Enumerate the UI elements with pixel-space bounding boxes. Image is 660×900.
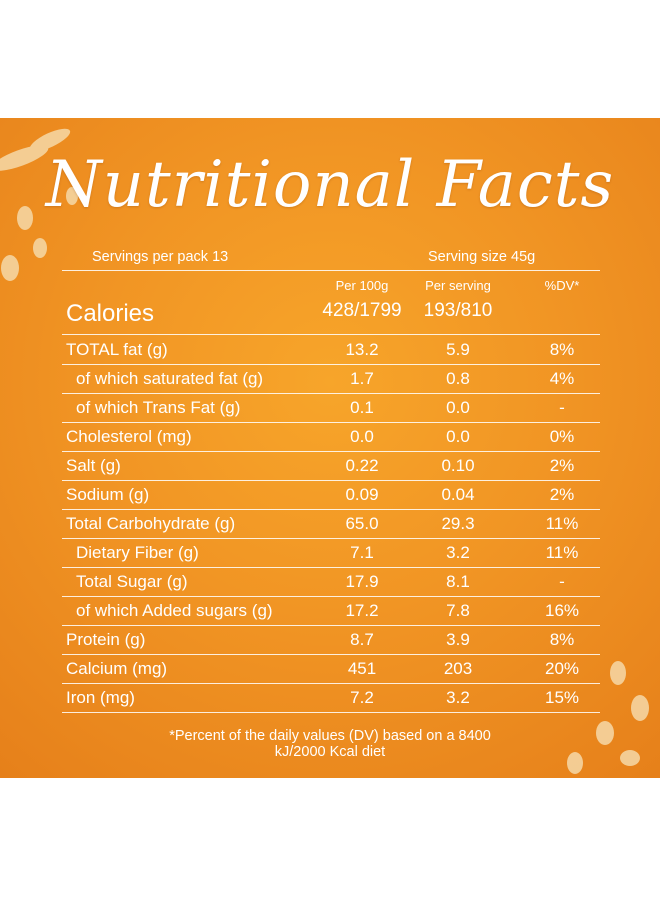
per-100g: 451 xyxy=(347,659,377,678)
nutrient-label: Sodium (g) xyxy=(66,485,150,504)
serving-size: Serving size 45g xyxy=(428,249,536,265)
daily-value: 20% xyxy=(544,659,580,678)
nutrient-label: of which Added sugars (g) xyxy=(76,601,273,620)
column-header: Per serving xyxy=(425,278,491,293)
table-row: of which Trans Fat (g) 0.1 0.0 - xyxy=(62,393,600,423)
per-serving: 3.2 xyxy=(446,688,470,707)
nutrient-label: TOTAL fat (g) xyxy=(66,340,168,359)
nutrient-label: Dietary Fiber (g) xyxy=(76,543,199,562)
nutrient-label: Cholesterol (mg) xyxy=(66,427,192,446)
daily-value: 11% xyxy=(545,514,579,533)
per-serving: 0.0 xyxy=(446,427,470,446)
nutrition-panel: Nutritional Facts xyxy=(0,118,660,778)
table-row: of which Added sugars (g) 17.2 7.8 16% xyxy=(62,596,600,626)
table-row: Sodium (g) 0.09 0.04 2% xyxy=(62,480,600,510)
table-row: Protein (g) 8.7 3.9 8% xyxy=(62,625,600,655)
nutrient-label: Salt (g) xyxy=(66,456,121,475)
table-row: Calcium (mg) 451 203 20% xyxy=(62,654,600,684)
per-serving: 203 xyxy=(443,659,473,678)
calories-value: 193/810 xyxy=(423,300,493,321)
daily-value: 2% xyxy=(549,485,575,504)
footnote: *Percent of the daily values (DV) based … xyxy=(169,728,491,760)
per-100g: 0.1 xyxy=(350,398,374,417)
divider xyxy=(62,334,600,335)
divider xyxy=(62,270,600,271)
per-100g: 65.0 xyxy=(345,514,379,533)
column-header: Per 100g xyxy=(335,278,389,293)
daily-value: 0% xyxy=(549,427,575,446)
nutrient-label: Total Sugar (g) xyxy=(76,572,188,591)
nutrient-label: of which saturated fat (g) xyxy=(76,369,264,388)
per-serving: 7.8 xyxy=(446,601,470,620)
per-serving: 3.9 xyxy=(446,630,470,649)
per-serving: 29.3 xyxy=(441,514,475,533)
per-100g: 8.7 xyxy=(350,630,374,649)
daily-value: 15% xyxy=(544,688,580,707)
daily-value: - xyxy=(559,398,565,417)
table-row: Salt (g) 0.22 0.10 2% xyxy=(62,451,600,481)
per-serving: 8.1 xyxy=(446,572,470,591)
column-header: %DV* xyxy=(544,278,580,293)
daily-value: 11% xyxy=(545,543,579,562)
title: Nutritional Facts xyxy=(45,148,615,222)
per-serving: 0.10 xyxy=(441,456,475,475)
nutrient-label: Protein (g) xyxy=(66,630,146,649)
per-serving: 0.8 xyxy=(446,369,470,388)
per-100g: 13.2 xyxy=(345,340,379,359)
nutrient-label: Iron (mg) xyxy=(66,688,135,707)
daily-value: - xyxy=(559,572,565,591)
per-100g: 7.1 xyxy=(350,543,374,562)
nutrient-label: of which Trans Fat (g) xyxy=(76,398,241,417)
daily-value: 8% xyxy=(549,340,575,359)
calories-label: Calories xyxy=(66,300,155,327)
table-row: TOTAL fat (g) 13.2 5.9 8% xyxy=(62,335,600,365)
per-100g: 0.22 xyxy=(345,456,379,475)
table-row: Total Carbohydrate (g) 65.0 29.3 11% xyxy=(62,509,600,539)
table-row: Iron (mg) 7.2 3.2 15% xyxy=(62,683,600,713)
per-100g: 7.2 xyxy=(350,688,374,707)
daily-value: 2% xyxy=(549,456,575,475)
per-serving: 3.2 xyxy=(446,543,470,562)
wheat-decoration xyxy=(0,128,649,774)
daily-value: 4% xyxy=(549,369,575,388)
daily-value: 8% xyxy=(549,630,575,649)
per-100g: 0.0 xyxy=(350,427,374,446)
table-row: Cholesterol (mg) 0.0 0.0 0% xyxy=(62,422,600,452)
table-row: of which saturated fat (g) 1.7 0.8 4% xyxy=(62,364,600,394)
nutrient-label: Total Carbohydrate (g) xyxy=(66,514,236,533)
per-100g: 1.7 xyxy=(350,369,374,388)
per-serving: 0.0 xyxy=(446,398,470,417)
calories-value: 428/1799 xyxy=(322,300,402,321)
nutrient-label: Calcium (mg) xyxy=(66,659,168,678)
daily-value: 16% xyxy=(544,601,580,620)
per-serving: 0.04 xyxy=(441,485,475,504)
servings: Servings per pack 13 xyxy=(92,249,229,265)
per-100g: 0.09 xyxy=(345,485,379,504)
table-row: Total Sugar (g) 17.9 8.1 - xyxy=(62,567,600,597)
per-100g: 17.2 xyxy=(345,601,379,620)
per-serving: 5.9 xyxy=(446,340,470,359)
table-row: Dietary Fiber (g) 7.1 3.2 11% xyxy=(62,538,600,568)
per-100g: 17.9 xyxy=(345,572,379,591)
